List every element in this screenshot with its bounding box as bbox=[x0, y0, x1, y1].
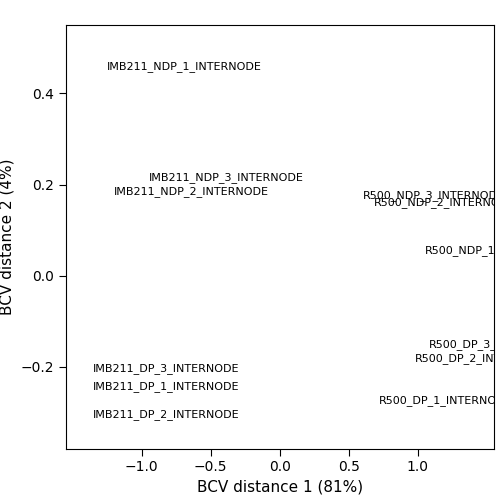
Text: IMB211_NDP_2_INTERNODE: IMB211_NDP_2_INTERNODE bbox=[114, 186, 269, 197]
Text: R500_NDP_1_INTERNODE: R500_NDP_1_INTERNODE bbox=[425, 245, 504, 256]
Text: R500_NDP_2_INTERNODE: R500_NDP_2_INTERNODE bbox=[373, 197, 504, 208]
Text: IMB211_DP_3_INTERNODE: IMB211_DP_3_INTERNODE bbox=[93, 363, 240, 374]
Text: R500_DP_1_INTERNODE: R500_DP_1_INTERNODE bbox=[379, 395, 504, 406]
Text: R500_NDP_3_INTERNODE: R500_NDP_3_INTERNODE bbox=[363, 191, 504, 202]
Text: IMB211_DP_2_INTERNODE: IMB211_DP_2_INTERNODE bbox=[93, 409, 240, 420]
Text: R500_DP_3_INTERNODE: R500_DP_3_INTERNODE bbox=[429, 339, 504, 350]
X-axis label: BCV distance 1 (81%): BCV distance 1 (81%) bbox=[197, 480, 363, 495]
Text: IMB211_DP_1_INTERNODE: IMB211_DP_1_INTERNODE bbox=[93, 381, 240, 392]
Text: R500_DP_2_INTERNODE: R500_DP_2_INTERNODE bbox=[415, 353, 504, 364]
Y-axis label: BCV distance 2 (4%): BCV distance 2 (4%) bbox=[0, 159, 15, 315]
Text: IMB211_NDP_1_INTERNODE: IMB211_NDP_1_INTERNODE bbox=[107, 60, 262, 72]
Text: IMB211_NDP_3_INTERNODE: IMB211_NDP_3_INTERNODE bbox=[149, 172, 303, 183]
